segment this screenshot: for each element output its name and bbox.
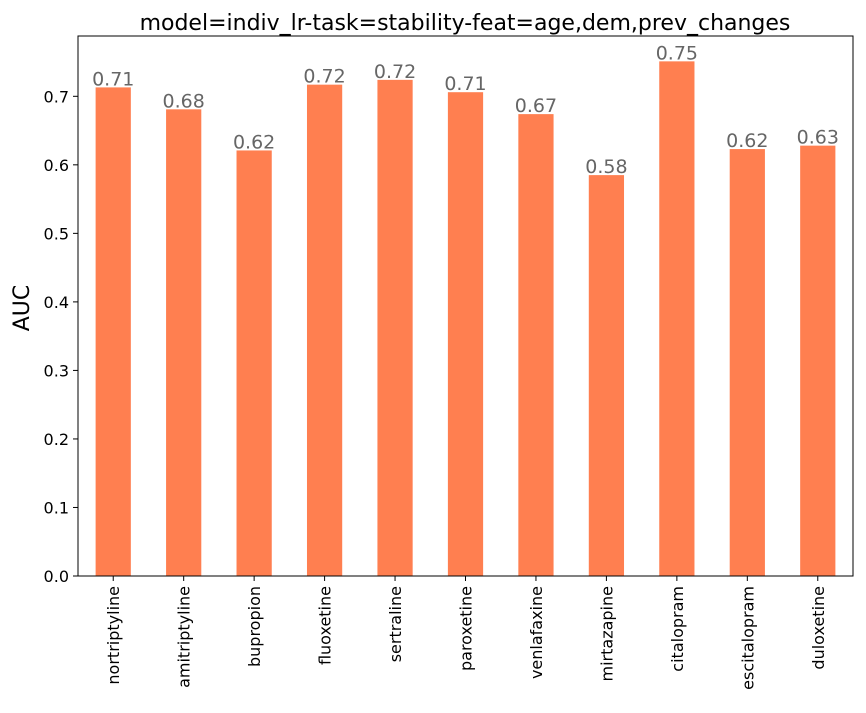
bar-sertraline: [377, 79, 413, 577]
bars-group: [95, 61, 836, 577]
bar-fluoxetine: [306, 84, 343, 577]
y-tick-label: 0.2: [44, 430, 69, 449]
data-label-citalopram: 0.75: [656, 42, 698, 64]
bar-escitalopram: [729, 149, 765, 577]
y-tick-label: 0.3: [44, 361, 69, 380]
y-tick-label: 0.5: [44, 224, 69, 243]
x-tick-label-escitalopram: escitalopram: [738, 586, 757, 690]
bar-duloxetine: [800, 145, 836, 577]
bar-mirtazapine: [588, 175, 625, 576]
data-label-paroxetine: 0.71: [444, 73, 486, 95]
data-label-duloxetine: 0.63: [797, 127, 839, 149]
bar-nortriptyline: [95, 87, 131, 577]
data-label-venlafaxine: 0.67: [515, 95, 557, 117]
x-tick-label-paroxetine: paroxetine: [457, 586, 476, 671]
x-tick-label-nortriptyline: nortriptyline: [104, 586, 123, 685]
bar-amitriptyline: [166, 109, 202, 576]
x-tick-label-sertraline: sertraline: [386, 586, 405, 662]
bar-citalopram: [659, 61, 695, 576]
bar-bupropion: [236, 150, 272, 576]
chart-title: model=indiv_lr-task=stability-feat=age,d…: [140, 11, 791, 36]
x-tick-label-venlafaxine: venlafaxine: [527, 586, 546, 679]
x-tick-label-mirtazapine: mirtazapine: [597, 586, 616, 681]
plot-frame: [77, 35, 854, 577]
x-tick-label-duloxetine: duloxetine: [809, 586, 828, 670]
y-tick-label: 0.6: [44, 156, 69, 175]
y-tick-label: 0.0: [44, 567, 69, 586]
x-axis: nortriptyline amitriptyline bupropion fluox…: [104, 576, 828, 690]
data-label-escitalopram: 0.62: [726, 130, 768, 152]
data-label-bupropion: 0.62: [233, 131, 275, 153]
x-tick-label-bupropion: bupropion: [245, 586, 264, 667]
y-axis-label: AUC: [10, 285, 35, 332]
x-tick-label-fluoxetine: fluoxetine: [316, 586, 335, 665]
bar-paroxetine: [447, 92, 484, 576]
data-label-nortriptyline: 0.71: [92, 68, 134, 90]
x-tick-label-amitriptyline: amitriptyline: [175, 586, 194, 688]
y-tick-label: 0.7: [44, 87, 69, 106]
data-label-amitriptyline: 0.68: [163, 90, 205, 112]
y-tick-label: 0.1: [44, 498, 69, 517]
data-label-fluoxetine: 0.72: [303, 66, 345, 88]
x-tick-label-citalopram: citalopram: [668, 586, 687, 672]
data-label-mirtazapine: 0.58: [585, 156, 627, 178]
y-tick-label: 0.4: [44, 293, 69, 312]
data-label-sertraline: 0.72: [374, 61, 416, 83]
y-axis: 0.0 0.1 0.2 0.3 0.4 0.5 0.6 0.7: [44, 87, 78, 586]
data-labels-group: 0.71 0.68 0.62 0.72 0.72 0.71 0.67 0.58 0.75 0.62…: [92, 42, 839, 178]
bar-venlafaxine: [518, 114, 554, 576]
